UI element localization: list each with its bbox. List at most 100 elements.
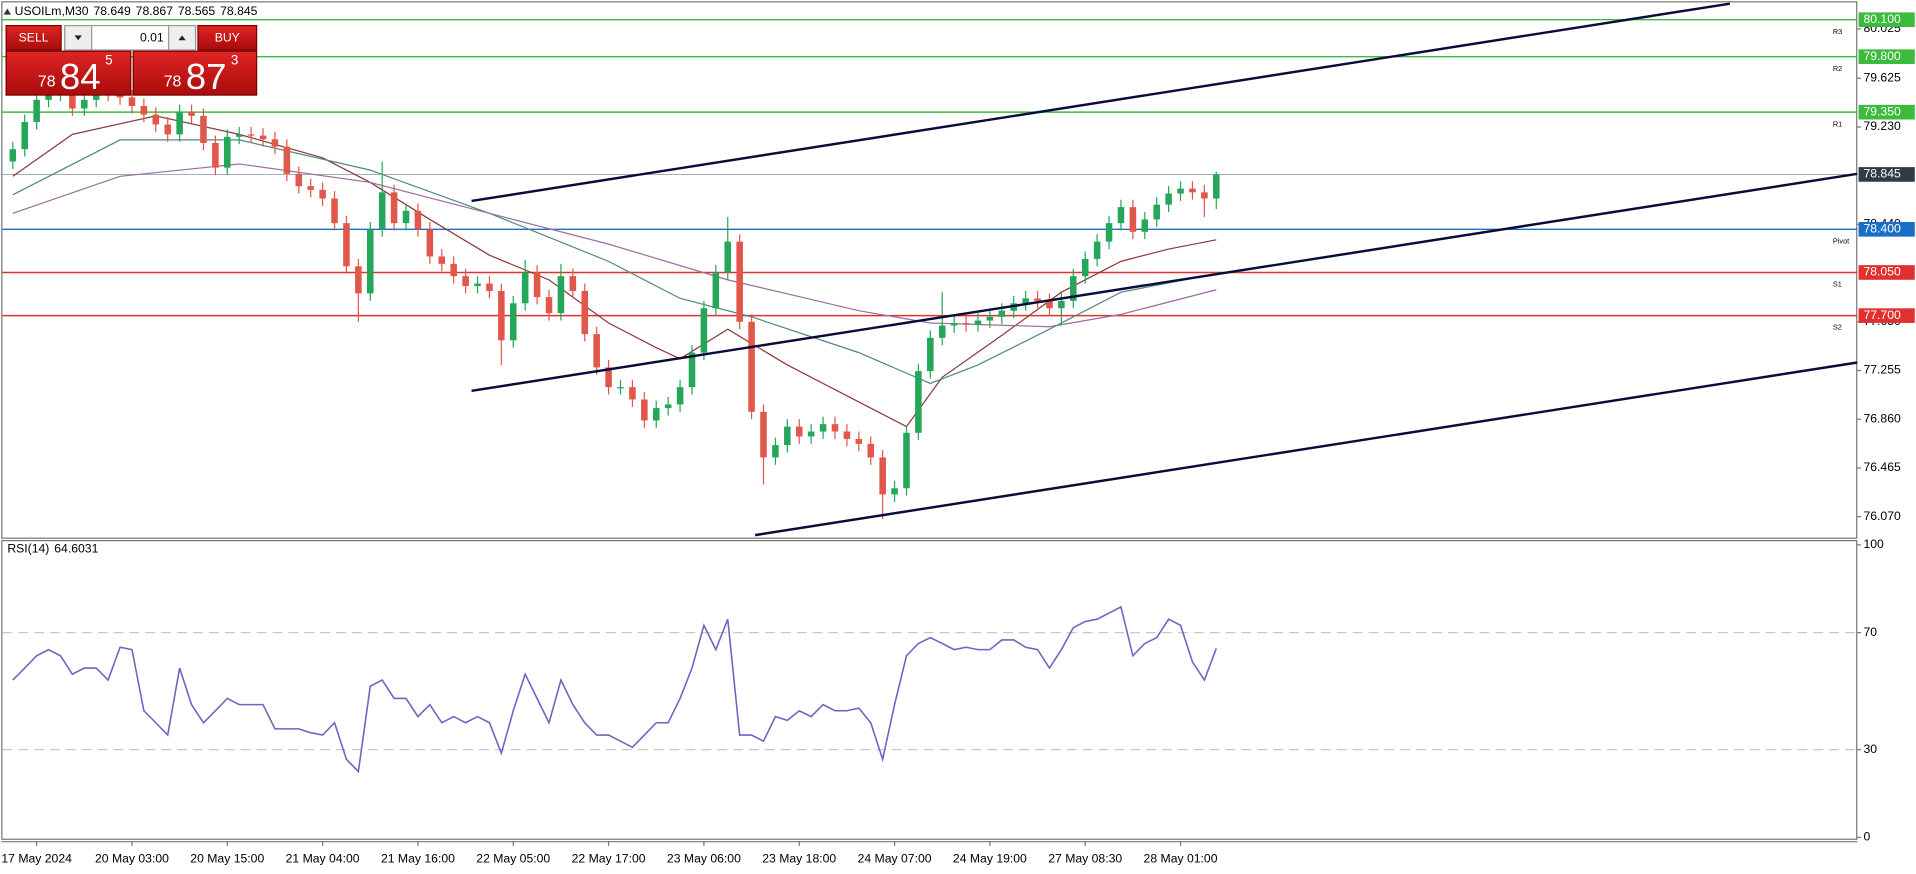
candle-body <box>819 424 827 432</box>
trade-panel: SELL 0.01 BUY 78 84 5 78 87 3 <box>5 24 258 97</box>
rsi-name: RSI(14) <box>7 542 49 556</box>
candle-body <box>843 431 851 439</box>
bid-box[interactable] <box>5 50 132 96</box>
candle-body <box>938 325 946 338</box>
candle-body <box>212 142 219 168</box>
candle-body <box>712 272 720 309</box>
x-tick-label: 28 May 01:00 <box>1144 852 1218 866</box>
candle-body <box>652 408 660 421</box>
level-label: 78.050 <box>1863 265 1901 279</box>
candle-body <box>962 323 970 325</box>
sell-button[interactable] <box>5 24 62 51</box>
rsi-plot <box>2 605 1858 774</box>
level-label: 80.100 <box>1863 12 1901 26</box>
bid-pips: 84 <box>60 56 101 97</box>
lot-increase[interactable] <box>168 24 197 51</box>
level-label: 77.700 <box>1863 308 1901 322</box>
candle-body <box>176 112 183 135</box>
candle-body <box>378 192 386 230</box>
level-label-bg <box>1858 49 1915 64</box>
candle-body <box>688 352 696 388</box>
candle-body <box>414 210 422 230</box>
candle-body <box>998 310 1006 317</box>
candle-body <box>1153 204 1160 220</box>
x-tick-label: 24 May 07:00 <box>858 852 932 866</box>
y-tick-label: 79.625 <box>1863 70 1901 84</box>
candle-body <box>224 136 231 168</box>
collapse-arrow[interactable] <box>3 8 11 15</box>
candle-body <box>581 290 589 335</box>
candle-body <box>271 139 279 147</box>
candle-body <box>307 186 314 190</box>
rsi-line <box>12 605 1218 774</box>
y-tick-label: 100 <box>1863 537 1884 551</box>
level-label-bg <box>1858 221 1915 237</box>
x-tick-label: 24 May 19:00 <box>953 852 1027 866</box>
candle-body <box>879 457 886 495</box>
candle-body <box>1058 300 1065 309</box>
candle-body <box>426 229 434 257</box>
candle-body <box>402 210 410 224</box>
ask-big: 78 <box>164 74 182 91</box>
x-tick-label: 23 May 18:00 <box>762 852 836 866</box>
x-tick-label: 21 May 16:00 <box>381 852 455 866</box>
lot-decrease[interactable] <box>64 24 93 51</box>
y-tick-label: 30 <box>1863 742 1877 756</box>
candle-body <box>1129 207 1137 232</box>
candle-body <box>319 189 326 199</box>
candle-body <box>509 303 517 341</box>
current-price-bg <box>1858 167 1915 182</box>
candle-body <box>33 99 40 123</box>
candle-body <box>950 323 958 326</box>
candle-body <box>605 367 612 388</box>
candle-body <box>164 124 171 135</box>
candle-body <box>593 334 600 368</box>
candle-body <box>545 297 553 314</box>
candle-body <box>617 387 624 389</box>
bid-big: 78 <box>38 74 56 91</box>
candle-body <box>188 112 195 116</box>
candle-body <box>736 241 743 322</box>
x-tick-label: 17 May 2024 <box>1 852 72 866</box>
x-tick-label: 22 May 17:00 <box>572 852 646 866</box>
candle-body <box>474 283 481 287</box>
candle-body <box>486 283 493 291</box>
candle-body <box>807 431 815 437</box>
candle-body <box>259 135 267 140</box>
ask-pips: 87 <box>186 56 227 97</box>
candle-body <box>891 488 898 495</box>
main-plot: R3 R2 R1 Pivot S1 S2 <box>2 2 1858 537</box>
level-label: 79.350 <box>1863 104 1901 118</box>
level-name: S1 <box>1833 280 1842 289</box>
ask-box[interactable] <box>132 50 258 96</box>
trend-line <box>471 2 1731 203</box>
candle-body <box>283 146 291 174</box>
candle-body <box>331 198 338 224</box>
candle-body <box>1093 241 1101 259</box>
candle-body <box>974 320 982 325</box>
rsi-header: RSI(14) 64.6031 <box>7 542 98 556</box>
candle-body <box>498 290 505 341</box>
symbol: USOILm,M30 <box>15 4 89 18</box>
candle-body <box>1117 207 1125 224</box>
candle-body <box>855 438 863 444</box>
level-label-bg <box>1858 265 1915 280</box>
candle-body <box>462 276 469 287</box>
y-tick-label: 76.070 <box>1863 509 1901 523</box>
candle-body <box>915 371 922 433</box>
x-tick-label: 20 May 03:00 <box>95 852 169 866</box>
candle-body <box>1070 276 1077 301</box>
level-label-bg <box>1858 308 1915 323</box>
buy-button[interactable] <box>197 24 258 51</box>
level-name: S2 <box>1833 323 1842 332</box>
candle-body <box>1034 298 1041 301</box>
candle-body <box>355 266 362 294</box>
y-tick-label: 76.860 <box>1863 411 1901 425</box>
candle-body <box>1105 223 1113 242</box>
candle-body <box>45 93 52 100</box>
candle-body <box>1177 188 1184 194</box>
candle-body <box>867 443 875 458</box>
candle-body <box>450 263 457 277</box>
